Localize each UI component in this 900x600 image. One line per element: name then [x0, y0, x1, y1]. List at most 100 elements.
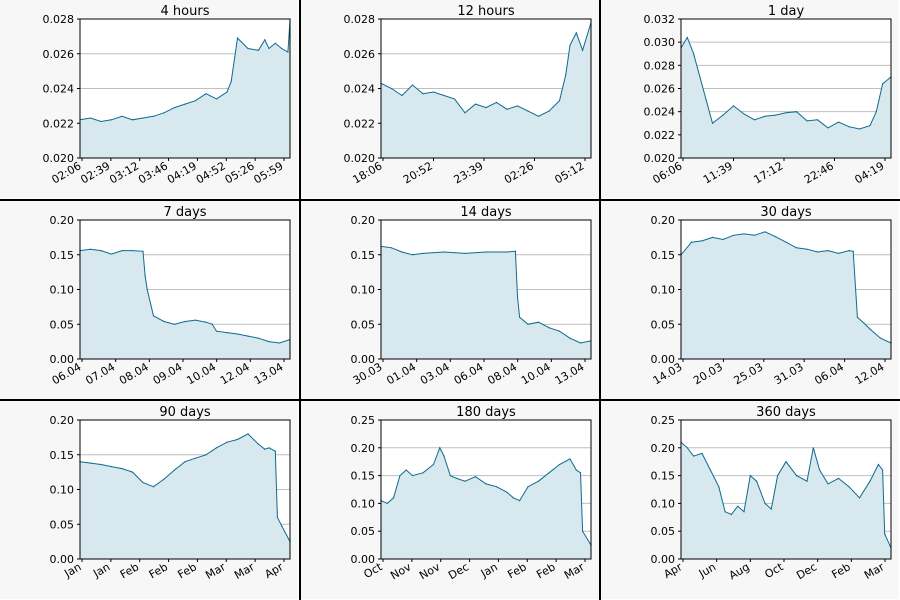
data-point: [743, 511, 745, 513]
chart-svg-2: 0.0200.0220.0240.0260.0280.0300.03206:06…: [644, 4, 892, 186]
data-point: [882, 83, 884, 85]
x-tick-label: 05:59: [252, 159, 286, 186]
data-point: [173, 469, 176, 471]
y-tick-label: 0.00: [651, 553, 676, 566]
y-tick-label: 0.00: [351, 553, 376, 566]
data-point: [205, 321, 207, 323]
data-point: [777, 475, 779, 477]
chart-title: 30 days: [760, 205, 812, 220]
data-point: [268, 447, 270, 449]
data-point: [764, 502, 766, 504]
x-tick-label: 02:26: [502, 159, 536, 186]
x-tick-label: 04:19: [165, 159, 199, 186]
data-point: [711, 122, 714, 124]
divider-v1: [299, 0, 301, 600]
data-point: [146, 288, 148, 291]
x-tick-label: 08.04: [117, 360, 151, 387]
data-point: [456, 477, 458, 479]
x-tick-label: 12.04: [218, 360, 252, 387]
data-point: [690, 241, 693, 243]
data-point: [516, 105, 519, 107]
data-point: [764, 115, 766, 117]
x-tick-label: Mar: [562, 560, 587, 582]
chart-panel-8: 0.00 0.05 0.10 0.15 0.20 0.25 Apr Jun Aug Oct Dec F…: [601, 401, 899, 599]
data-point: [236, 438, 239, 441]
x-tick-label: Feb: [829, 560, 852, 581]
chart-title: 1 day: [768, 4, 805, 19]
data-point: [278, 342, 281, 344]
chart-panel-2: 0.020 0.022 0.024 0.026 0.028 0.030 0.032 06:06…: [601, 0, 899, 198]
x-tick-label: Feb: [147, 560, 170, 581]
x-tick-label: 04:52: [194, 159, 228, 186]
data-point: [506, 491, 508, 493]
y-tick-label: 0.030: [644, 36, 676, 49]
data-point: [565, 74, 567, 76]
divider-h1: [0, 199, 900, 201]
data-point: [582, 49, 584, 51]
data-point: [548, 327, 550, 329]
data-point: [701, 240, 703, 242]
x-tick-label: 07.04: [83, 360, 117, 387]
x-tick-label: 25.03: [732, 360, 766, 387]
data-point: [439, 447, 441, 449]
data-point: [142, 117, 144, 119]
data-point: [485, 251, 487, 253]
data-point: [764, 231, 766, 233]
data-point: [287, 51, 289, 53]
data-point: [485, 483, 487, 485]
x-tick-label: Jan: [478, 560, 500, 580]
data-point: [268, 47, 270, 50]
chart-panel-4: 0.00 0.05 0.10 0.15 0.20 30.03 01.04 03.04 06.04…: [301, 201, 599, 399]
data-point: [548, 110, 550, 112]
data-point: [756, 480, 758, 482]
x-tick-label: 13.04: [252, 360, 286, 387]
x-tick-label: 31.03: [772, 360, 806, 387]
x-tick-label: 01.04: [384, 360, 418, 387]
data-point: [236, 37, 239, 39]
y-tick-label: 0.20: [351, 214, 376, 227]
data-point: [173, 323, 176, 325]
series-area: [681, 442, 891, 559]
data-point: [89, 462, 92, 464]
data-point: [693, 53, 695, 55]
y-tick-label: 0.022: [43, 117, 75, 130]
data-point: [247, 335, 249, 337]
data-point: [579, 342, 582, 344]
x-tick-label: 20.03: [691, 360, 725, 387]
series-area: [381, 22, 591, 158]
plot-frame: [380, 219, 592, 360]
y-tick-label: 0.020: [43, 152, 75, 165]
data-point: [575, 469, 577, 471]
data-point: [686, 36, 688, 39]
y-tick-label: 0.00: [50, 553, 75, 566]
data-point: [152, 486, 155, 488]
data-point: [869, 328, 871, 330]
y-tick-label: 0.026: [43, 48, 75, 61]
data-point: [699, 76, 701, 78]
data-point: [718, 486, 720, 488]
data-point: [816, 119, 819, 121]
x-tick-label: 10.04: [519, 360, 553, 387]
data-point: [110, 465, 113, 468]
data-point: [485, 107, 487, 109]
data-point: [276, 516, 278, 518]
x-tick-label: Feb: [176, 560, 199, 581]
data-point: [506, 251, 508, 253]
y-tick-label: 0.25: [351, 414, 376, 427]
x-tick-label: Jun: [696, 560, 718, 580]
y-tick-label: 0.024: [344, 83, 376, 96]
data-point: [393, 497, 395, 499]
x-tick-label: Oct: [763, 560, 787, 581]
x-tick-label: Feb: [534, 560, 557, 581]
plot-frame: [79, 419, 291, 560]
data-point: [743, 233, 745, 235]
data-point: [512, 497, 514, 499]
data-point: [827, 249, 829, 252]
chart-panel-1: 0.020 0.022 0.024 0.026 0.028 18:06 20:52 23:39…: [301, 0, 599, 198]
data-point: [582, 530, 584, 532]
y-tick-label: 0.05: [50, 318, 75, 331]
plot-frame: [680, 419, 892, 560]
data-point: [401, 94, 403, 97]
